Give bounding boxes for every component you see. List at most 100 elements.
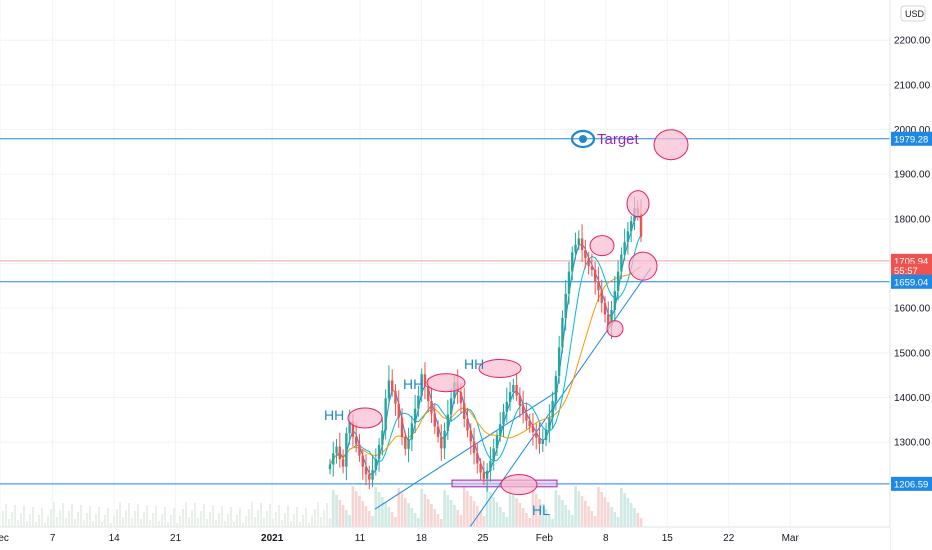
candle-body: [381, 430, 384, 445]
volume-bar: [338, 500, 342, 527]
eye-pupil: [579, 135, 587, 143]
volume-bar: [567, 510, 571, 527]
volume-bar: [597, 487, 600, 527]
volume-bar: [38, 515, 40, 527]
volume-bar: [95, 514, 97, 527]
volume-bar: [413, 513, 417, 527]
trend-lines: [374, 267, 652, 528]
volume-bar: [32, 507, 34, 527]
volume-bar: [485, 487, 489, 527]
candle-body: [567, 271, 571, 294]
volume-bar: [308, 523, 310, 527]
volume-bar: [606, 502, 610, 527]
volume-bar: [515, 498, 518, 527]
volume-bar: [394, 517, 397, 527]
x-tick-label: 2021: [261, 533, 284, 544]
volume-bar: [479, 511, 482, 527]
volume-bar: [53, 502, 55, 527]
volume-bar: [400, 493, 404, 527]
candle-body: [476, 452, 479, 464]
annotation-hh: HH: [403, 376, 423, 392]
volume-bar: [564, 505, 568, 527]
candle-body: [354, 436, 358, 445]
volume-bar: [107, 508, 109, 527]
candle-body: [535, 432, 538, 438]
volume-bar: [80, 505, 82, 527]
candle-body: [397, 403, 400, 418]
candle-body: [358, 444, 361, 456]
price-tag: [891, 274, 932, 289]
candle-body: [361, 455, 364, 467]
volume-bar: [242, 523, 244, 527]
volume-bar: [197, 518, 199, 527]
volume-bar: [331, 490, 335, 527]
candle-body: [515, 384, 518, 396]
volume-bar: [5, 504, 7, 527]
candle-body: [492, 448, 495, 461]
price-tag: [891, 476, 932, 491]
volume-bar: [436, 514, 440, 527]
volume-bar: [371, 516, 374, 527]
volume-bar: [311, 516, 313, 527]
y-tick-label: 1300.00: [894, 438, 931, 449]
candle-body: [505, 401, 508, 412]
volume-bar: [459, 515, 463, 527]
x-tick-label: Feb: [536, 533, 554, 544]
volume-bar: [570, 515, 574, 527]
candle-body: [538, 437, 541, 444]
volume-bar: [113, 516, 115, 527]
volume-bar: [71, 504, 73, 527]
candle-body: [495, 435, 499, 449]
candle-body: [518, 395, 522, 406]
candle-body: [374, 459, 378, 470]
candle-body: [482, 472, 486, 479]
highlight-ellipse: [626, 190, 650, 218]
volume-bar: [281, 520, 283, 527]
volume-bar: [433, 509, 437, 527]
volume-bar: [587, 506, 590, 527]
volume-bar: [323, 510, 325, 527]
x-tick-label: 15: [662, 533, 674, 544]
volume-bar: [561, 500, 564, 527]
candle-body: [613, 291, 617, 310]
candle-body: [328, 464, 332, 469]
volume-bar: [155, 506, 157, 527]
volume-bar: [538, 499, 541, 527]
x-tick-label: Dec: [0, 533, 9, 544]
volume-bar: [554, 490, 558, 527]
candle-body: [607, 314, 610, 327]
x-tick-label: 22: [723, 533, 735, 544]
price-tag-label: 55:57: [894, 266, 918, 277]
highlight-ellipse: [653, 129, 689, 161]
volume-bar: [29, 514, 31, 527]
volume-bar: [518, 503, 522, 527]
candle-body: [521, 405, 525, 414]
volume-bar: [278, 505, 280, 527]
volume-bar: [200, 511, 202, 527]
y-tick-label: 2100.00: [894, 80, 931, 91]
candle-body: [417, 395, 420, 409]
volume-bar: [104, 515, 106, 527]
volume-bar: [86, 513, 88, 527]
highlight-ellipse: [347, 407, 383, 429]
candle-body: [348, 421, 351, 434]
candle-body: [574, 244, 577, 253]
candle-body: [394, 391, 397, 404]
candle-body: [423, 374, 427, 387]
volume-bar: [203, 504, 205, 527]
volume-bar: [23, 506, 25, 527]
candle-body: [616, 271, 620, 292]
volume-bars: [2, 486, 643, 527]
volume-bar: [227, 514, 229, 527]
y-tick-label: 1400.00: [894, 393, 931, 404]
x-tick-label: 11: [355, 533, 366, 544]
volume-bar: [224, 521, 226, 527]
x-tick-label: 25: [477, 533, 489, 544]
chart-grid: [0, 0, 890, 527]
volume-bar: [377, 492, 381, 527]
candle-body: [368, 474, 371, 480]
candle-body: [626, 231, 630, 243]
volume-bar: [122, 517, 124, 527]
volume-bar: [167, 522, 169, 527]
